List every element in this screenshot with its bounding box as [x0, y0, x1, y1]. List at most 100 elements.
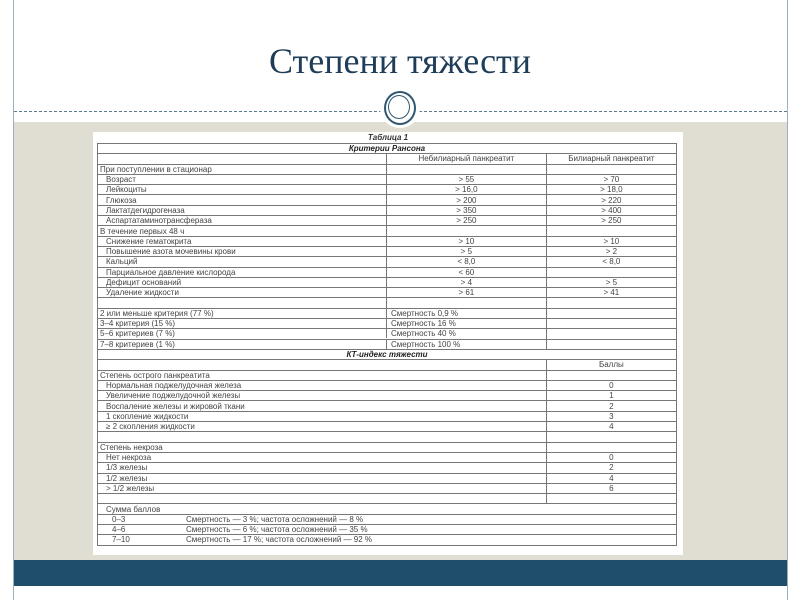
table-cell: > 41: [545, 287, 678, 299]
score-outcome: Смертность — 17 %; частота осложнений — …: [186, 535, 373, 545]
table-cell: 3: [545, 410, 678, 423]
table-cell: [97, 493, 547, 505]
table-cell: > 4: [385, 276, 547, 289]
table-cell: При поступлении в стационар: [97, 163, 387, 175]
table-cell: Небилиарный панкреатит: [385, 153, 547, 165]
criteria-count: 2 или меньше критерия (77 %): [98, 309, 387, 318]
table-cell: [385, 297, 547, 309]
mortality-value: Смертность 16 %: [391, 319, 456, 329]
table-cell: 2: [545, 462, 678, 474]
table-row: Сумма баллов: [97, 503, 677, 515]
table-cell: Лактатдегидрогеназа: [97, 204, 387, 217]
table-row: 1/2 железы 4: [97, 472, 678, 484]
mortality-value: Смертность 40 %: [391, 329, 456, 339]
table-row: 5–6 критериев (7 %) Смертность 40 %: [97, 328, 678, 340]
table-cell: 7–10 Смертность — 17 %; частота осложнени…: [97, 534, 677, 546]
table-cell: [545, 307, 678, 320]
table-cell: [545, 441, 678, 453]
table-cell: 4–6 Смертность — 6 %; частота осложнений …: [97, 523, 677, 536]
table-cell: > 400: [545, 204, 678, 217]
table-cell: Нет некроза: [97, 451, 547, 464]
table-cell: 7–8 критериев (1 %) Смертность 100 %: [97, 338, 547, 350]
table-cell: > 55: [385, 173, 547, 186]
table-cell: Парциальное давление кислорода: [97, 266, 387, 278]
table-row: 0–3 Смертность — 3 %; частота осложнений …: [97, 513, 677, 525]
table-caption: Таблица 1: [367, 133, 409, 142]
score-range: 4–6: [112, 525, 126, 535]
table-cell: [545, 297, 678, 309]
table-row: Дефицит оснований > 4 > 5: [97, 276, 678, 289]
table-cell: [545, 225, 678, 237]
table-row: 4–6 Смертность — 6 %; частота осложнений …: [97, 523, 677, 536]
table-cell: > 250: [385, 215, 547, 227]
table-cell: < 8,0: [545, 256, 678, 268]
table-cell: [545, 328, 678, 340]
criteria-count: 5–6 критериев (7 %): [98, 329, 387, 339]
table-row: Степень некроза: [97, 441, 678, 453]
table-cell: Степень острого панкреатита: [97, 369, 547, 381]
table-row: Парциальное давление кислорода < 60: [97, 266, 678, 278]
table-row: Снижение гематокрита > 10 > 10: [97, 235, 678, 247]
table-cell: 3–4 критерия (15 %) Смертность 16 %: [97, 318, 547, 330]
table-row: Лактатдегидрогеназа > 350 > 400: [97, 204, 678, 217]
table-row: 7–10 Смертность — 17 %; частота осложнени…: [97, 534, 677, 546]
table-cell: > 2: [545, 245, 678, 258]
table-cell: < 8,0: [385, 256, 547, 268]
table-cell: [97, 359, 547, 371]
table-cell: Баллы: [545, 359, 678, 371]
table-row: Воспаление железы и жировой ткани 2: [97, 400, 678, 412]
table-row: КТ-индекс тяжести: [97, 348, 677, 361]
table-cell: [97, 297, 387, 309]
table-row: Кальций < 8,0 < 8,0: [97, 256, 678, 268]
score-outcome: Смертность — 3 %; частота осложнений — 8…: [186, 514, 364, 524]
table-cell: [385, 225, 547, 237]
table-cell: 2 или меньше критерия (77 %) Смертность 0…: [97, 307, 547, 320]
criteria-count: 7–8 критериев (1 %): [98, 340, 387, 349]
table-cell: > 5: [385, 245, 547, 258]
table-row: При поступлении в стационар: [97, 163, 678, 175]
table-cell: Степень некроза: [97, 441, 547, 453]
table-cell: [545, 338, 678, 350]
table-row: 1 скопление жидкости 3: [97, 410, 678, 423]
table-cell: > 200: [385, 194, 547, 206]
table-row: Удаление жидкости > 61 > 41: [97, 287, 678, 299]
table-cell: 1/2 железы: [97, 472, 547, 484]
table-cell: > 16,0: [385, 184, 547, 196]
criteria-count: 3–4 критерия (15 %): [98, 319, 387, 328]
table-cell: [545, 318, 678, 330]
table-cell: < 60: [385, 266, 547, 278]
table-cell: [97, 153, 387, 165]
table-cell: Увеличение поджелудочной железы: [97, 390, 547, 402]
table-row: [97, 431, 678, 443]
score-range: 7–10: [112, 535, 130, 545]
table-cell: Повышение азота мочевины крови: [97, 245, 387, 258]
table-cell: Возраст: [97, 173, 387, 186]
table-cell: 1 скопление жидкости: [97, 410, 547, 423]
score-outcome: Смертность — 6 %; частота осложнений — 3…: [186, 525, 368, 535]
table-row: Нормальная поджелудочная железа 0: [97, 379, 678, 392]
table-row: Нет некроза 0: [97, 451, 678, 464]
table-row: Критерии Рансона: [97, 142, 677, 155]
table-cell: > 250: [545, 215, 678, 227]
table-row: > 1/2 железы 6: [97, 482, 678, 495]
table-cell: > 70: [545, 173, 678, 186]
table-cell: > 10: [545, 235, 678, 247]
table-cell: > 18,0: [545, 184, 678, 196]
ranson-ct-table: Критерии Рансона Небилиарный панкреатит Би…: [97, 142, 678, 546]
table-row: Небилиарный панкреатит Билиарный панкреат…: [97, 153, 678, 165]
table-cell: Дефицит оснований: [97, 276, 387, 289]
table-section-header: Критерии Рансона: [97, 142, 677, 155]
table-cell: [545, 493, 678, 505]
table-cell: Воспаление железы и жировой ткани: [97, 400, 547, 412]
table-row: Повышение азота мочевины крови > 5 > 2: [97, 245, 678, 258]
table-cell: Аспартатаминотрансфераза: [97, 215, 387, 227]
table-cell: Нормальная поджелудочная железа: [97, 379, 547, 392]
table-cell: Снижение гематокрита: [97, 235, 387, 247]
table-row: 3–4 критерия (15 %) Смертность 16 %: [97, 318, 678, 330]
table-cell: 0–3 Смертность — 3 %; частота осложнений …: [97, 513, 677, 525]
table-cell: Билиарный панкреатит: [545, 153, 678, 165]
table-cell: [545, 266, 678, 278]
table-row: 2 или меньше критерия (77 %) Смертность 0…: [97, 307, 678, 320]
table-cell: 4: [545, 421, 678, 433]
table-cell: [385, 163, 547, 175]
